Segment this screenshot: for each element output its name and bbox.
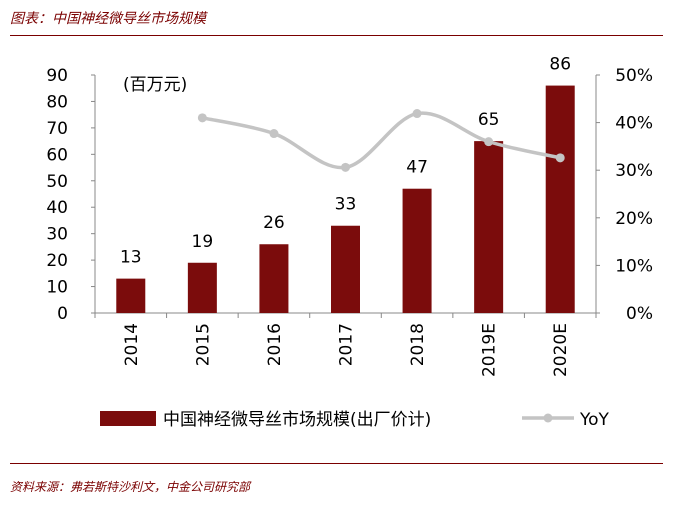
bar — [259, 244, 289, 313]
left-tick-label: 60 — [46, 145, 68, 165]
left-tick-label: 90 — [46, 66, 68, 86]
bar-data-label: 33 — [335, 195, 357, 215]
right-tick-label: 20% — [615, 209, 653, 229]
x-tick-label: 2018 — [408, 323, 428, 366]
yoy-point — [341, 162, 350, 172]
yoy-point — [269, 129, 279, 139]
left-tick-label: 40 — [46, 198, 68, 218]
left-tick-label: 70 — [46, 119, 68, 139]
right-tick-label: 50% — [615, 66, 653, 86]
bar-data-labels: 13 19 26 33 47 65 86 — [120, 55, 571, 268]
right-tick-label: 10% — [615, 256, 653, 276]
bottom-rule — [10, 463, 663, 464]
left-tick-label: 50 — [46, 172, 68, 192]
yoy-point — [555, 153, 565, 163]
left-tick-label: 30 — [46, 225, 68, 245]
yoy-point — [484, 137, 494, 147]
x-tick-label: 2020E — [551, 323, 571, 377]
bar-data-label: 86 — [549, 55, 571, 75]
yoy-line — [201, 111, 561, 170]
source-note: 资料来源：弗若斯特沙利文，中金公司研究部 — [10, 480, 251, 494]
legend-bar-swatch — [100, 411, 156, 426]
x-tick-label: 2019E — [480, 323, 500, 377]
bar — [331, 225, 360, 313]
x-tick-labels: 2014 2015 2016 2017 2018 2019E 2020E — [94, 313, 597, 377]
bar-data-label: 26 — [263, 213, 285, 233]
x-tick-label: 2016 — [265, 323, 285, 366]
yoy-point — [412, 109, 422, 119]
x-tick-label: 2017 — [337, 323, 357, 366]
legend: 中国神经微导丝市场规模(出厂价计) YoY — [100, 410, 610, 430]
left-tick-label: 20 — [46, 251, 68, 271]
yoy-point — [197, 113, 207, 123]
legend-bar-label: 中国神经微导丝市场规模(出厂价计) — [163, 410, 431, 430]
left-axis-ticks: 0 10 20 30 40 50 60 70 80 90 — [46, 66, 95, 324]
right-tick-label: 0% — [626, 304, 653, 324]
left-tick-label: 10 — [46, 278, 68, 298]
bar-series — [116, 85, 575, 313]
right-tick-label: 40% — [615, 114, 653, 134]
chart-caption: 图表：中国神经微导丝市场规模 — [10, 11, 206, 27]
right-axis-ticks: 0% 10% 20% 30% 40% 50% — [596, 66, 653, 324]
bar-data-label: 47 — [406, 158, 428, 178]
bar — [116, 278, 146, 313]
top-rule — [10, 35, 663, 36]
bar-data-label: 65 — [478, 110, 500, 130]
left-tick-label: 80 — [46, 92, 68, 112]
x-tick-label: 2014 — [122, 323, 142, 366]
bar — [545, 85, 575, 313]
left-tick-label: 0 — [57, 304, 68, 324]
chart: 0 10 20 30 40 50 60 70 80 90 0% 10% 20% 30% 40% 50% 13… — [46, 55, 653, 430]
x-tick-label: 2015 — [193, 323, 213, 366]
bar-data-label: 13 — [120, 248, 142, 268]
bar — [187, 262, 217, 313]
bar-data-label: 19 — [192, 232, 214, 252]
yoy-series — [197, 109, 565, 172]
bar — [474, 141, 504, 313]
bar — [402, 188, 432, 313]
unit-label: (百万元) — [123, 75, 187, 95]
legend-line-marker — [543, 413, 553, 423]
right-tick-label: 30% — [615, 161, 653, 181]
legend-line-label: YoY — [579, 410, 610, 430]
